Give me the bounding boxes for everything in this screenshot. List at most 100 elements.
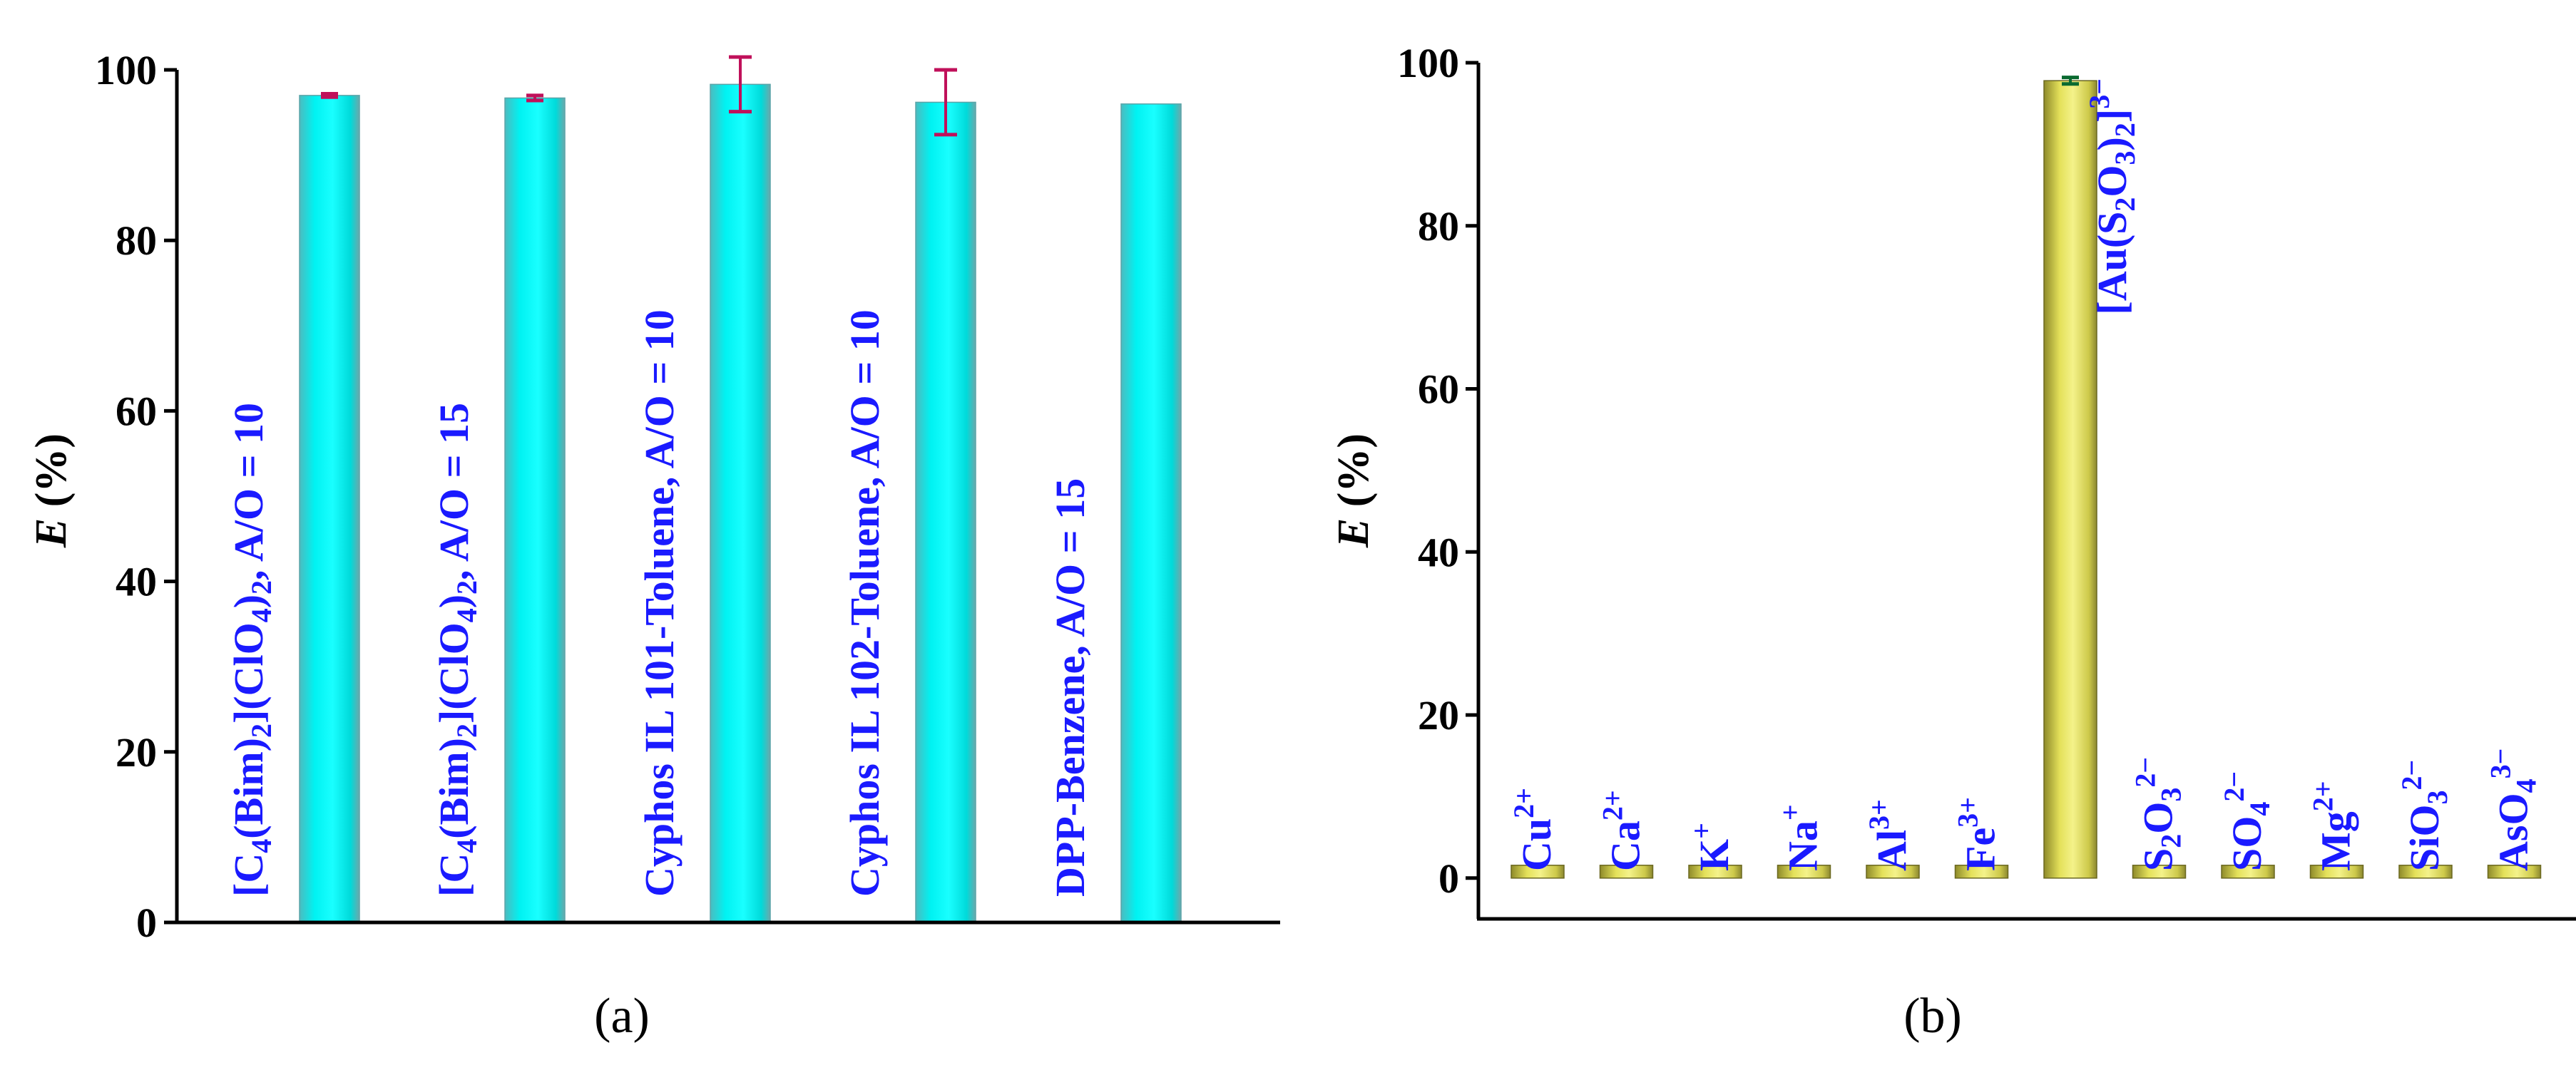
- chart-a-category-0-part-7: 2: [245, 580, 277, 595]
- chart-a-panel-label: (a): [594, 989, 650, 1044]
- chart-a-category-1-part-5: 4: [451, 608, 483, 622]
- chart-b-category-7-part-1: 2: [2155, 834, 2187, 848]
- chart-b-bar: [1954, 865, 2009, 879]
- chart-a-category-0-part-3: 2: [245, 724, 277, 738]
- chart-a-ytick-label: 80: [116, 217, 157, 264]
- chart-b-category-3-part-0: Na: [1780, 820, 1826, 871]
- chart-a-category-label: Cyphos IL 101-Toluene, A/O = 10: [636, 309, 683, 897]
- chart-b-category-6-part-0: [Au(S: [2089, 212, 2135, 315]
- chart-b-ylabel: E (%): [1329, 433, 1378, 548]
- chart-b-category-0-part-0: Cu: [1513, 818, 1560, 871]
- chart-b-bar: [2132, 865, 2187, 879]
- chart-a-category-1-part-1: 4: [451, 839, 483, 853]
- chart-b-category-8-part-0: SO: [2224, 816, 2270, 871]
- chart-b-category-10-part-2: 2−: [2396, 760, 2428, 791]
- chart-b-ytick-label: 20: [1418, 692, 1459, 739]
- chart-b-category-5-part-1: 3+: [1952, 797, 1984, 828]
- chart-a-bar: [504, 97, 566, 923]
- chart-b-category-9-part-0: Mg: [2313, 811, 2359, 871]
- chart-a-ytick-label: 60: [116, 388, 157, 434]
- chart-b-bar: [1511, 865, 1565, 879]
- chart-a-bar: [1120, 103, 1182, 923]
- chart-a-category-2-part-0: Cyphos IL 101-Toluene, A/O = 10: [636, 309, 683, 897]
- chart-b-category-11-part-0: AsO: [2490, 793, 2537, 871]
- chart-b-category-7-part-4: 2−: [2130, 757, 2162, 788]
- chart-b-category-label: Ca2+: [1597, 790, 1649, 871]
- chart-a-category-0-part-2: (Bim): [225, 738, 272, 839]
- chart-b-category-label: [Au(S2O3)2]3−: [2083, 78, 2141, 315]
- chart-b-category-6-part-4: ): [2089, 137, 2135, 150]
- chart-a-bar: [710, 83, 771, 923]
- chart-a-category-4-part-0: DPP-Benzene, A/O = 15: [1047, 478, 1093, 897]
- chart-b-category-label: S2O32−: [2130, 757, 2187, 871]
- chart-b-bar: [2398, 865, 2453, 879]
- chart-b-category-label: Na+: [1774, 804, 1826, 871]
- chart-b-ylabel-rest: (%): [1329, 433, 1378, 518]
- chart-b-bar: [1599, 865, 1654, 879]
- chart-a-category-label: DPP-Benzene, A/O = 15: [1047, 478, 1093, 897]
- chart-a-ylabel: E (%): [27, 433, 76, 548]
- chart-b-category-4-part-1: 3+: [1863, 799, 1895, 830]
- chart-b-bar: [2309, 865, 2364, 879]
- chart-b-category-7-part-2: O: [2135, 802, 2182, 834]
- chart-b-category-6-part-5: 2: [2109, 123, 2141, 137]
- chart-b-category-11-part-1: 4: [2510, 778, 2542, 793]
- chart-b-category-1-part-1: 2+: [1597, 790, 1629, 820]
- chart-b-bar: [1777, 865, 1831, 879]
- chart-a-category-0-part-8: , A/O = 10: [225, 403, 272, 580]
- chart-b-ytick-label: 0: [1438, 855, 1459, 902]
- chart-b-category-5-part-0: Fe: [1958, 828, 2004, 871]
- chart-a-category-1-part-7: 2: [451, 580, 483, 595]
- chart-a-category-0-part-4: ](ClO: [225, 622, 272, 724]
- chart-b-category-2-part-1: +: [1685, 823, 1717, 839]
- chart-a-category-0-part-6: ): [225, 595, 272, 608]
- chart-b-bar: [2221, 865, 2275, 879]
- chart-a-category-0-part-5: 4: [245, 608, 277, 622]
- chart-b-category-label: SiO32−: [2396, 760, 2453, 871]
- chart-a-ytick-label: 0: [136, 900, 157, 946]
- chart-b-category-10-part-1: 3: [2421, 791, 2453, 805]
- chart-a-category-3-part-0: Cyphos IL 102-Toluene, A/O = 10: [842, 309, 888, 897]
- chart-a-ylabel-rest: (%): [27, 433, 76, 518]
- chart-b-category-6-part-7: 3−: [2083, 78, 2115, 109]
- chart-a-category-label: Cyphos IL 102-Toluene, A/O = 10: [842, 309, 888, 897]
- chart-b-bar: [1688, 865, 1742, 879]
- chart-b-category-label: Cu2+: [1508, 788, 1560, 871]
- chart-a-category-1-part-2: (Bim): [431, 738, 477, 839]
- chart-b-category-7-part-0: S: [2135, 848, 2182, 871]
- chart-b-category-1-part-0: Ca: [1603, 820, 1649, 871]
- chart-a-bar: [915, 101, 976, 923]
- chart-a-category-label: [C4(Bim)2](ClO4)2, A/O = 10: [225, 403, 277, 897]
- chart-b-ytick-label: 80: [1418, 203, 1459, 249]
- chart-b-category-8-part-1: 4: [2244, 802, 2276, 816]
- chart-a-ylabel-italic: E: [27, 518, 76, 548]
- chart-b-category-6-part-3: 3: [2109, 150, 2141, 165]
- chart-a-bar: [299, 95, 360, 923]
- chart-a-category-1-part-3: 2: [451, 724, 483, 738]
- chart-a-ytick-label: 20: [116, 729, 157, 776]
- chart-b-category-6-part-6: ]: [2089, 109, 2135, 123]
- chart-b-category-4-part-0: Al: [1869, 830, 1915, 871]
- chart-b-category-label: Mg2+: [2307, 781, 2359, 871]
- chart-b-ylabel-italic: E: [1329, 518, 1378, 548]
- chart-b-category-6-part-2: O: [2089, 165, 2135, 197]
- chart-a-category-1-part-8: , A/O = 15: [431, 403, 477, 580]
- chart-b-bar: [2487, 865, 2542, 879]
- chart-a-category-1-part-0: [C: [431, 853, 477, 897]
- chart-b-category-label: Al3+: [1863, 799, 1915, 871]
- chart-b-bar: [1866, 865, 1920, 879]
- chart-b-ytick-label: 40: [1418, 529, 1459, 575]
- chart-b-category-label: Fe3+: [1952, 797, 2004, 871]
- chart-b-category-9-part-1: 2+: [2307, 781, 2339, 811]
- chart-b-category-6-part-1: 2: [2109, 197, 2141, 212]
- chart-b-category-2-part-0: K: [1691, 839, 1737, 871]
- chart-b-category-label: SO42−: [2218, 771, 2276, 871]
- chart-b-ytick-label: 60: [1418, 366, 1459, 413]
- chart-b-category-0-part-1: 2+: [1508, 788, 1540, 818]
- chart-a-ytick-label: 40: [116, 559, 157, 605]
- chart-a-category-1-part-6: ): [431, 595, 477, 608]
- chart-b-category-10-part-0: SiO: [2401, 805, 2448, 872]
